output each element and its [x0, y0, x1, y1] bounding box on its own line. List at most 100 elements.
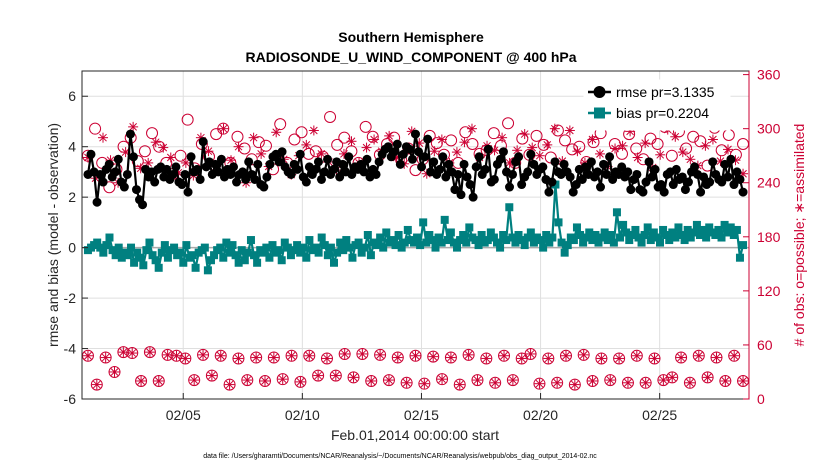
possible_low-marker	[675, 351, 688, 364]
rmse-point	[122, 169, 132, 179]
assimilated_low-stroke	[429, 352, 438, 361]
assimilated-stroke	[362, 143, 371, 152]
assimilated_low-stroke	[252, 353, 261, 362]
assimilated_low-marker	[233, 353, 244, 364]
y2-tick-label: 120	[757, 283, 781, 299]
possible-marker	[324, 110, 337, 123]
bias-point	[108, 246, 117, 255]
bias-point	[277, 256, 286, 265]
rmse-point	[356, 159, 366, 169]
assimilated-stroke	[340, 150, 348, 158]
assimilated_low-marker	[658, 375, 669, 386]
assimilated_low-marker	[153, 375, 164, 386]
possible_low-marker	[152, 374, 165, 387]
bias-point	[606, 231, 615, 239]
y-tick-label: 0	[68, 240, 76, 256]
bias-point	[440, 215, 449, 224]
assimilated_low-stroke	[314, 371, 322, 380]
rmse-point	[489, 174, 499, 184]
assimilated_low-marker	[596, 353, 607, 364]
bias-point	[305, 236, 314, 245]
rmse-point	[644, 157, 654, 167]
assimilated_low-marker	[472, 375, 483, 386]
bias-point	[259, 248, 268, 257]
assimilated_low-stroke	[553, 378, 561, 387]
bias-point	[582, 233, 591, 242]
bias-point	[139, 261, 148, 270]
rmse-point	[623, 167, 633, 177]
possible-marker	[573, 140, 586, 153]
rmse-point	[198, 137, 208, 147]
assimilated-marker	[572, 146, 583, 157]
assimilated_low-marker	[198, 349, 209, 360]
assimilated_low-marker	[136, 375, 147, 386]
rmse-point	[295, 149, 305, 159]
assimilated-marker	[534, 150, 545, 161]
bias-point	[588, 236, 597, 245]
assimilated_low-marker	[260, 375, 271, 386]
rmse-point	[362, 154, 372, 164]
bias-point	[483, 236, 492, 245]
chart-subtitle: RADIOSONDE_U_WIND_COMPONENT @ 400 hPa	[245, 49, 576, 65]
bias-point	[93, 238, 102, 247]
assimilated-marker	[158, 142, 169, 153]
rmse-point	[559, 159, 569, 169]
assimilated-stroke	[385, 132, 393, 140]
bias-point	[536, 236, 545, 245]
rmse-point	[150, 177, 160, 187]
assimilated_low-stroke	[632, 351, 641, 360]
rmse-point	[347, 169, 357, 179]
rmse-point	[495, 154, 505, 164]
possible_low-marker	[683, 376, 696, 389]
assimilated_low-stroke	[641, 378, 650, 387]
y-tick-label: 6	[68, 88, 76, 104]
rmse-point	[608, 174, 618, 184]
possible-marker	[103, 181, 116, 194]
bias-point	[397, 243, 406, 252]
rmse-point	[459, 159, 469, 169]
possible-marker	[274, 118, 287, 131]
assimilated-stroke	[121, 148, 130, 156]
assimilated-stroke	[716, 157, 725, 165]
assimilated_low-marker	[82, 350, 93, 361]
possible-marker	[615, 147, 628, 160]
rmse-point	[277, 147, 287, 157]
bias-point	[409, 238, 418, 247]
bias-point	[342, 236, 351, 245]
bias-point	[345, 243, 354, 252]
bias-point	[622, 228, 631, 237]
assimilated-stroke	[309, 126, 318, 135]
possible_low-marker	[400, 376, 413, 389]
assimilated_low-stroke	[535, 379, 544, 388]
possible_low-marker	[471, 374, 484, 387]
rmse-point	[735, 174, 745, 184]
rmse-point	[729, 180, 739, 190]
bias-point	[695, 231, 704, 239]
assimilated-marker	[587, 134, 598, 145]
assimilated_low-stroke	[579, 350, 588, 359]
possible_low-marker	[710, 351, 723, 364]
bias-point	[723, 228, 732, 237]
assimilated-stroke	[490, 146, 499, 155]
possible_low-marker	[498, 349, 511, 362]
possible_low-marker	[559, 349, 572, 362]
bias-point	[373, 241, 382, 250]
assimilated_low-stroke	[721, 377, 730, 385]
assimilated-stroke	[227, 156, 235, 165]
bias-point	[434, 233, 443, 242]
rmse-point	[523, 167, 533, 177]
bias-point	[462, 238, 471, 247]
rmse-point	[565, 172, 575, 182]
bias-point	[726, 223, 735, 232]
assimilated_low-stroke	[323, 354, 331, 363]
possible-marker	[502, 117, 515, 130]
assimilated-stroke	[678, 148, 687, 156]
y-tick-label: -4	[64, 341, 77, 357]
assimilated_low-marker	[729, 350, 740, 361]
possible_low-marker	[604, 374, 617, 387]
bias-point	[191, 263, 200, 272]
rmse-point	[505, 182, 515, 192]
assimilated_low-stroke	[668, 373, 677, 382]
bias-point	[665, 236, 674, 245]
possible-marker	[466, 137, 479, 150]
